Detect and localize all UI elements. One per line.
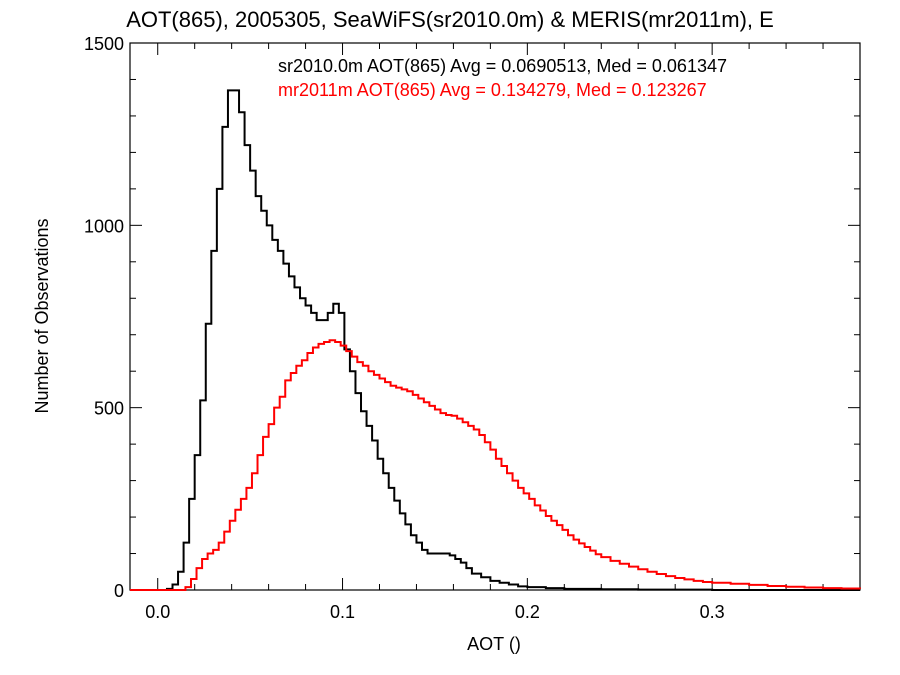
chart-title: AOT(865), 2005305, SeaWiFS(sr2010.0m) & …	[126, 7, 774, 32]
y-tick-label: 0	[114, 581, 124, 601]
series-mr2011-line	[130, 339, 861, 591]
x-tick-label: 0.1	[330, 602, 355, 622]
tick-labels: 0.0 0.1 0.2 0.3 0 500 1000 1500	[84, 34, 725, 622]
y-tick-label: 1000	[84, 216, 124, 236]
legend-entry-sr2010: sr2010.0m AOT(865) Avg = 0.0690513, Med …	[278, 56, 727, 76]
x-tick-label: 0.0	[145, 602, 170, 622]
axis-ticks	[130, 42, 861, 591]
y-tick-label: 1500	[84, 34, 124, 54]
series-lines	[130, 89, 861, 591]
legend-entry-mr2011: mr2011m AOT(865) Avg = 0.134279, Med = 0…	[278, 80, 707, 100]
x-tick-label: 0.3	[700, 602, 725, 622]
x-axis-label: AOT ()	[467, 634, 521, 654]
plot-frame	[129, 42, 861, 591]
y-axis-label: Number of Observations	[32, 218, 52, 413]
plot-frame-group	[129, 42, 861, 591]
series-sr2010-line	[130, 89, 860, 591]
x-tick-label: 0.2	[515, 602, 540, 622]
y-tick-label: 500	[94, 399, 124, 419]
